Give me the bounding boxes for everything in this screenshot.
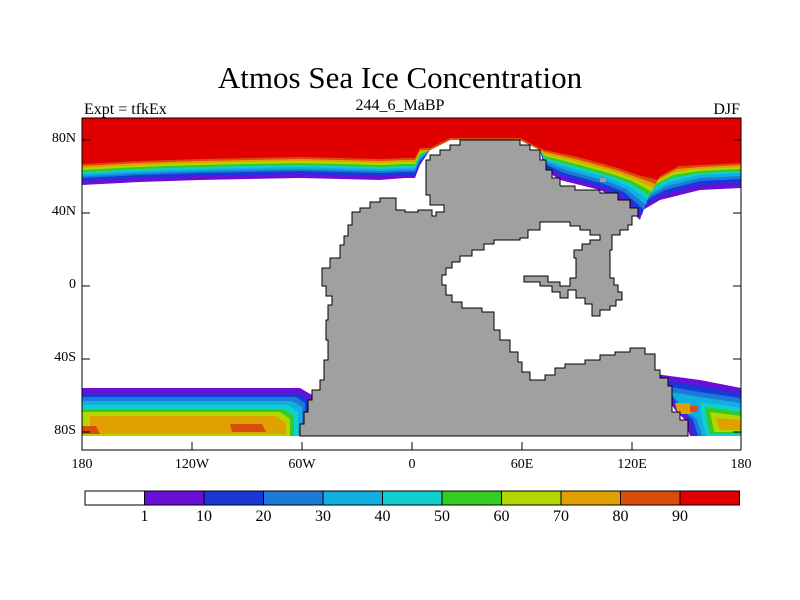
colorbar-label-70: 70 <box>553 508 569 525</box>
colorbar-box-0 <box>84 490 145 506</box>
colorbar-box-1 <box>144 490 205 506</box>
lat-label-80n: 80N <box>51 131 76 146</box>
experiment-label: Expt = tfkEx <box>84 101 167 118</box>
colorbar-label-10: 10 <box>196 508 212 525</box>
lon-label-60e: 60E <box>510 457 534 472</box>
season-label: DJF <box>713 101 740 118</box>
continent-landmass <box>299 139 689 437</box>
southern-sea-ice <box>82 374 741 436</box>
colorbar-label-50: 50 <box>434 508 450 525</box>
colorbar-box-7 <box>501 490 562 506</box>
colorbar-box-8 <box>560 490 621 506</box>
lon-label-120w: 120W <box>174 457 210 472</box>
colorbar-label-30: 30 <box>315 508 331 525</box>
map-plot-area <box>81 117 742 451</box>
colorbar-label-40: 40 <box>374 508 391 525</box>
colorbar-box-10 <box>679 490 740 506</box>
colorbar-box-2 <box>203 490 264 506</box>
colorbar-label-80: 80 <box>612 508 629 525</box>
colorbar-box-6 <box>441 490 502 506</box>
latitude-ticks <box>82 139 741 433</box>
lat-label-80s: 80S <box>54 423 76 438</box>
colorbar-label-20: 20 <box>255 508 272 525</box>
lat-label-40s: 40S <box>54 350 76 365</box>
lon-label-0: 0 <box>408 457 416 472</box>
lat-label-40n: 40N <box>51 204 76 219</box>
longitude-ticks <box>81 442 742 450</box>
colorbar-box-5 <box>382 490 443 506</box>
colorbar-label-90: 90 <box>672 508 688 525</box>
lon-label-120e: 120E <box>617 457 647 472</box>
colorbar <box>84 490 740 506</box>
northern-coast-patch <box>546 186 560 196</box>
lon-label-60w: 60W <box>288 457 316 472</box>
lon-label-180w: 180 <box>71 457 93 472</box>
lon-label-180e: 180 <box>730 457 752 472</box>
colorbar-box-9 <box>620 490 681 506</box>
lat-label-0: 0 <box>69 277 76 292</box>
colorbar-box-4 <box>322 490 383 506</box>
colorbar-label-1: 1 <box>140 508 149 525</box>
map-title: Atmos Sea Ice Concentration <box>217 60 583 95</box>
colorbar-label-60: 60 <box>493 508 510 525</box>
colorbar-box-3 <box>263 490 324 506</box>
northern-sea-ice <box>82 118 741 220</box>
arctic-island <box>600 178 606 182</box>
run-label: 244_6_MaBP <box>355 97 445 114</box>
